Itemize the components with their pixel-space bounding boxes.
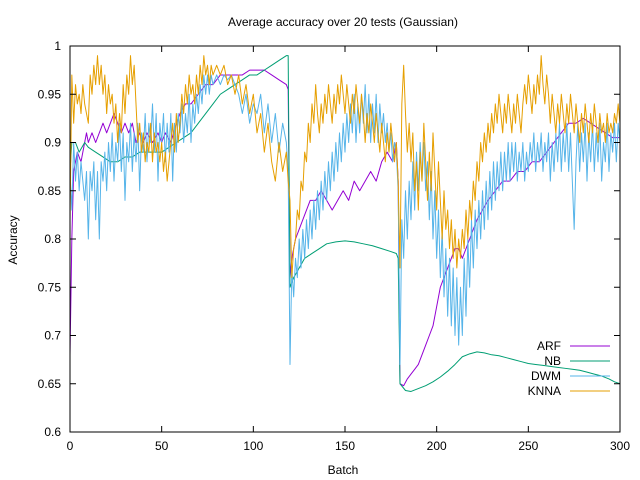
- x-axis-label: Batch: [328, 463, 359, 477]
- y-tick-label: 0.85: [38, 184, 62, 198]
- x-tick-label: 250: [518, 439, 538, 453]
- y-axis-label: Accuracy: [6, 215, 20, 264]
- x-tick-label: 100: [243, 439, 263, 453]
- x-tick-label: 200: [427, 439, 447, 453]
- x-tick-label: 0: [67, 439, 74, 453]
- x-tick-label: 150: [335, 439, 355, 453]
- y-tick-label: 0.6: [44, 425, 61, 439]
- y-tick-label: 0.65: [38, 377, 62, 391]
- y-tick-label: 0.75: [38, 280, 62, 294]
- y-tick-label: 0.95: [38, 87, 62, 101]
- y-tick-label: 0.8: [44, 232, 61, 246]
- y-tick-label: 0.9: [44, 136, 61, 150]
- series-line-nb: [69, 55, 621, 392]
- series-layer: [69, 55, 621, 392]
- legend-label-dwm: DWM: [531, 369, 561, 383]
- y-tick-label: 1: [54, 39, 61, 53]
- x-tick-label: 300: [610, 439, 630, 453]
- legend-label-nb: NB: [544, 354, 561, 368]
- x-tick-label: 50: [155, 439, 169, 453]
- series-line-knna: [69, 55, 621, 279]
- legend-label-knna: KNNA: [528, 384, 561, 398]
- x-axis: 0 50 100 150 200 250 300: [67, 46, 630, 453]
- legend-label-arf: ARF: [537, 339, 561, 353]
- y-axis: 0.6 0.65 0.7 0.75 0.8 0.85 0.9 0.95 1: [38, 39, 620, 439]
- chart-title: Average accuracy over 20 tests (Gaussian…: [228, 15, 458, 29]
- series-line-dwm: [69, 74, 621, 365]
- y-tick-label: 0.7: [44, 329, 61, 343]
